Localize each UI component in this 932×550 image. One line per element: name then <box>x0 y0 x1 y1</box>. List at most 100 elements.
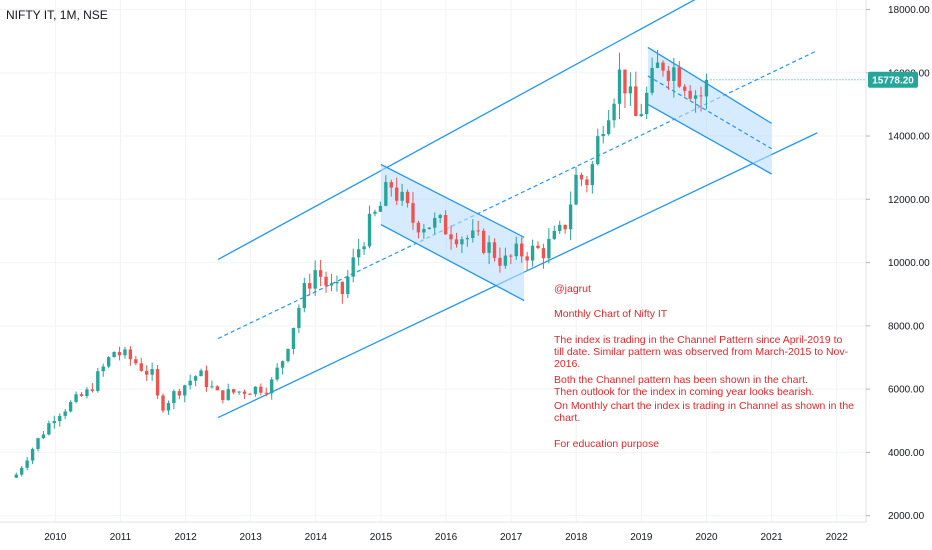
candle <box>204 365 209 392</box>
candle <box>259 383 263 396</box>
candle-body <box>74 394 78 402</box>
candle-body <box>329 283 334 286</box>
candle-body <box>433 218 437 228</box>
candle <box>25 456 29 471</box>
candle <box>193 375 198 387</box>
candle <box>645 86 649 120</box>
candle-body <box>405 191 410 204</box>
candle-body <box>199 370 203 377</box>
candle-body <box>215 386 220 391</box>
candle <box>693 90 698 113</box>
note-line3: Then outlook for the index in coming yea… <box>554 386 815 398</box>
candle-body <box>395 187 399 201</box>
channel-lower-line[interactable] <box>380 224 525 302</box>
candle <box>509 254 513 265</box>
candle-body <box>612 103 616 121</box>
x-tick-label: 2016 <box>435 532 458 543</box>
candle-body <box>487 242 491 253</box>
candle <box>346 269 350 299</box>
candle-body <box>384 182 388 206</box>
candle <box>574 167 578 206</box>
candle <box>606 109 611 136</box>
candle-body <box>416 222 421 233</box>
y-tick-label: 10000.00 <box>888 258 930 269</box>
candle-body <box>579 174 584 180</box>
candle <box>30 447 35 465</box>
channel-lower-line[interactable] <box>647 103 772 175</box>
channel-upper-line[interactable] <box>380 163 525 238</box>
candle-body <box>210 386 214 388</box>
candle-body <box>454 239 459 245</box>
chart-grid <box>0 0 866 522</box>
candle <box>356 238 361 266</box>
x-tick-label: 2015 <box>370 532 393 543</box>
candle <box>242 389 247 400</box>
candle-body <box>302 283 306 308</box>
x-tick-label: 2013 <box>240 532 263 543</box>
candle <box>422 223 426 239</box>
candle-body <box>172 391 176 404</box>
candle <box>335 275 339 292</box>
candle-body <box>275 367 279 380</box>
y-tick-label: 14000.00 <box>888 132 930 143</box>
candle <box>612 98 616 128</box>
candle <box>270 377 274 400</box>
candle-body <box>270 379 274 394</box>
channel-upper-line[interactable] <box>647 46 772 124</box>
candle <box>74 391 78 404</box>
candle <box>704 73 709 110</box>
candle <box>308 273 312 296</box>
candle <box>492 238 497 262</box>
candle <box>530 239 535 267</box>
candle-body <box>177 391 182 396</box>
candle <box>47 420 51 436</box>
channel-2015-2016[interactable] <box>380 163 525 302</box>
x-tick-label: 2010 <box>44 532 67 543</box>
candle-body <box>574 174 578 205</box>
candle-body <box>128 349 133 360</box>
note-line2: Both the Channel pattern has been shown … <box>554 374 808 386</box>
candle <box>617 52 622 120</box>
candle <box>471 219 475 243</box>
candle-body <box>117 352 122 356</box>
candle-body <box>362 246 366 250</box>
note-footer: For education purpose <box>554 438 660 450</box>
candle-body <box>237 391 241 393</box>
candle-body <box>628 86 633 94</box>
candle <box>362 241 366 255</box>
candle-body <box>677 67 681 87</box>
candle-body <box>101 366 105 372</box>
candle <box>41 431 46 439</box>
candle-body <box>693 95 698 99</box>
candle <box>226 383 230 401</box>
channel-2019-2020[interactable] <box>647 46 772 175</box>
candle-body <box>161 395 165 411</box>
candle-body <box>259 386 263 393</box>
candle <box>655 49 660 69</box>
candle-body <box>134 359 138 364</box>
candle-body <box>617 69 622 104</box>
candle-body <box>655 62 660 68</box>
candle <box>324 271 328 293</box>
candle-body <box>264 392 268 394</box>
channel-upper-line[interactable] <box>217 0 700 260</box>
x-tick-label: 2014 <box>305 532 328 543</box>
candle <box>134 355 138 366</box>
candle <box>623 69 627 108</box>
note-author: @jagrut <box>554 283 591 295</box>
candle <box>384 175 388 207</box>
candle-body <box>166 403 171 411</box>
candle <box>58 413 62 427</box>
candle <box>525 251 529 271</box>
candle-body <box>183 385 187 396</box>
candle <box>547 228 551 264</box>
candle <box>601 126 605 144</box>
candle <box>90 383 95 393</box>
candle-body <box>661 62 665 71</box>
symbol-title[interactable]: NIFTY IT, 1M, NSE <box>6 8 108 22</box>
time-scale[interactable] <box>0 522 932 550</box>
candle-body <box>547 238 551 259</box>
time-axis-labels: 2010 2011 2012 2013 2014 2015 2016 2017 2018 2019… <box>44 532 848 543</box>
candle <box>161 393 165 413</box>
